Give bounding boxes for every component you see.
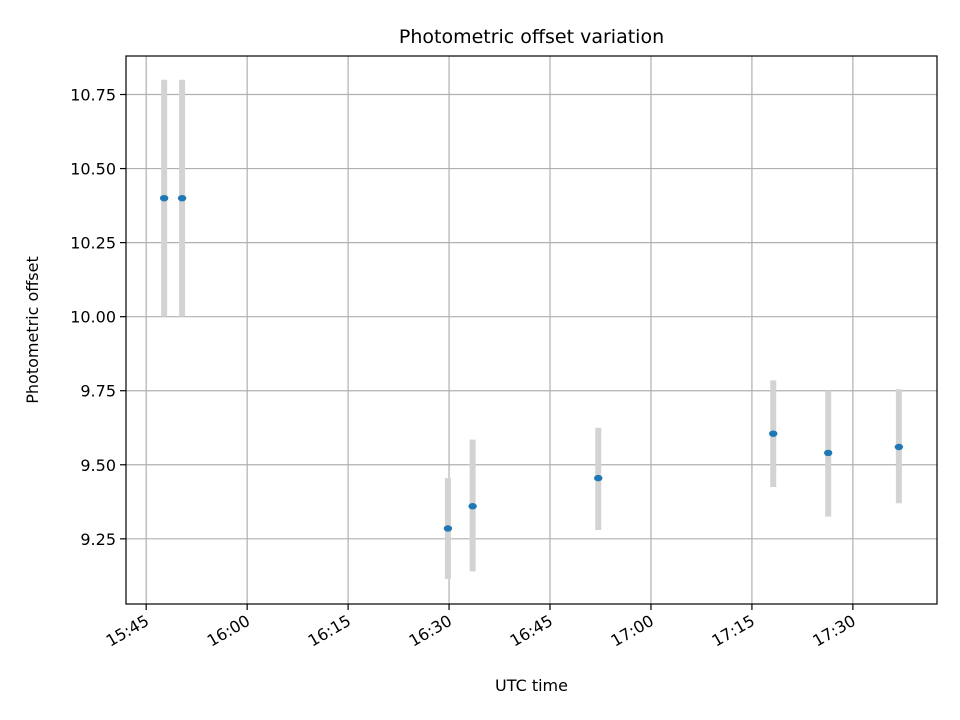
- y-tick-label: 10.00: [70, 308, 116, 327]
- data-point: [594, 474, 603, 482]
- data-point: [468, 503, 477, 510]
- y-tick-label: 10.25: [70, 234, 116, 253]
- data-point: [159, 194, 169, 202]
- y-tick-label: 9.75: [80, 382, 116, 401]
- data-point: [769, 430, 778, 437]
- y-axis-label: Photometric offset: [23, 256, 42, 404]
- data-points: [159, 194, 904, 532]
- data-point: [823, 449, 833, 457]
- y-tick-label: 9.50: [80, 456, 116, 475]
- grid: [126, 56, 937, 604]
- y-tick-label: 9.25: [80, 530, 116, 549]
- x-axis-label: UTC time: [495, 676, 568, 695]
- chart-title: Photometric offset variation: [399, 26, 664, 48]
- plot-frame: [125, 55, 938, 605]
- plot-area: [126, 56, 937, 604]
- data-point: [894, 443, 904, 451]
- y-axis-ticks: 9.25 9.50 9.75 10.00 10.25 10.50 10.75: [70, 86, 126, 549]
- data-point: [177, 194, 187, 202]
- y-tick-label: 10.75: [70, 86, 116, 105]
- data-point: [443, 525, 453, 532]
- y-tick-label: 10.50: [70, 160, 116, 179]
